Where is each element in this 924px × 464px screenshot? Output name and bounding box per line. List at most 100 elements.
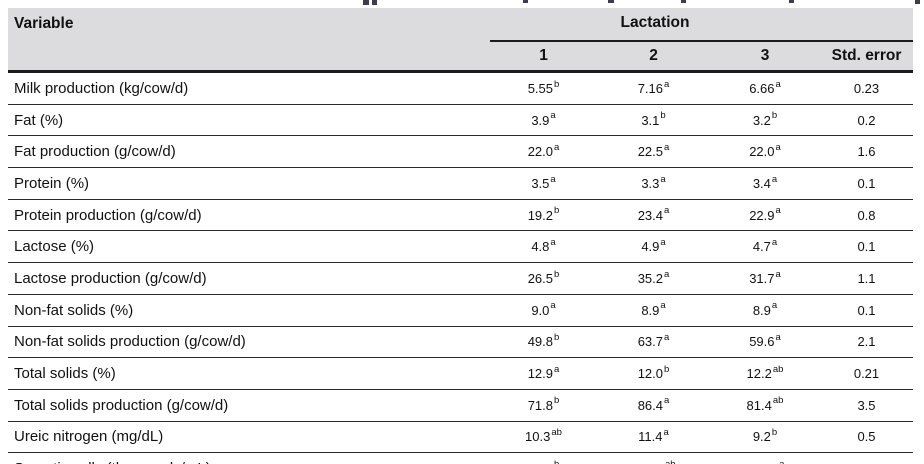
- significance-superscript: a: [664, 141, 670, 153]
- value-cell-lactation-1: 26.5b: [490, 262, 597, 295]
- significance-superscript: a: [660, 236, 666, 248]
- value-cell-lactation-1: 19.2b: [490, 199, 597, 232]
- header-group-row: Variable Lactation: [8, 8, 913, 73]
- table-row: Lactose (%) 4.8a 4.9a 4.7a 0.1: [8, 230, 913, 264]
- std-error-cell: 0.21: [820, 357, 913, 390]
- std-error-cell: 1.6: [820, 135, 913, 169]
- significance-superscript: a: [775, 78, 781, 90]
- header-spacer: [820, 8, 913, 42]
- significance-superscript: a: [554, 141, 560, 153]
- table-row: Protein (%) 3.5a 3.3a 3.4a 0.1: [8, 167, 913, 200]
- significance-superscript: b: [554, 395, 560, 407]
- significance-superscript: a: [663, 427, 669, 439]
- column-header-variable: Variable: [8, 8, 490, 73]
- value-cell-lactation-1: 22.0a: [490, 135, 597, 169]
- significance-superscript: a: [775, 268, 781, 280]
- table-row: Lactose production (g/cow/d) 26.5b 35.2a 31…: [8, 262, 913, 295]
- significance-superscript: a: [660, 300, 666, 312]
- value-cell-lactation-1: 49.8b: [490, 326, 597, 359]
- row-label: Total solids production (g/cow/d): [8, 389, 490, 422]
- table-header: Variable Lactation 1 2 3 Std. error: [8, 8, 913, 73]
- table-row: Somatic cells (thousands/mL)67.5b171.0ab…: [8, 452, 913, 464]
- value-cell-lactation-3: 8.9a: [710, 294, 820, 327]
- value-cell-lactation-3: 9.2b: [710, 421, 820, 454]
- significance-superscript: a: [664, 205, 670, 217]
- cropped-caption-artifact: [789, 0, 794, 3]
- table-row: Non-fat solids production (g/cow/d) 49.8b…: [8, 326, 913, 359]
- significance-superscript: b: [554, 268, 560, 280]
- significance-superscript: a: [550, 173, 556, 185]
- value-cell-lactation-2: 23.4a: [597, 199, 710, 232]
- row-label: Lactose production (g/cow/d): [8, 262, 490, 295]
- row-label: Non-fat solids (%): [8, 294, 490, 327]
- significance-superscript: ab: [772, 395, 784, 407]
- cropped-caption-artifact: [681, 0, 686, 3]
- value-cell-lactation-2: 7.16a: [597, 71, 710, 105]
- std-error-cell: 0.8: [820, 199, 913, 232]
- value-cell-lactation-2: 11.4a: [597, 421, 710, 454]
- value-cell-lactation-1: 4.8a: [490, 230, 597, 264]
- value-cell-lactation-3: 59.6a: [710, 326, 820, 359]
- row-label: Ureic nitrogen (mg/dL): [8, 421, 490, 454]
- row-label: Milk production (kg/cow/d): [8, 71, 490, 105]
- row-label: Protein (%): [8, 167, 490, 200]
- significance-superscript: a: [664, 268, 670, 280]
- std-error-cell: 1.1: [820, 262, 913, 295]
- cropped-caption-artifact: [915, 0, 920, 4]
- value-cell-lactation-1: 9.0a: [490, 294, 597, 327]
- value-cell-lactation-3: 445.0a: [710, 452, 820, 464]
- std-error-cell: 3.5: [820, 389, 913, 422]
- value-cell-lactation-3: 6.66a: [710, 71, 820, 105]
- std-error-cell: 0.1: [820, 167, 913, 200]
- std-error-cell: 2.1: [820, 326, 913, 359]
- table-body: Milk production (kg/cow/d) 5.55b 7.16a 6.66…: [8, 71, 913, 464]
- significance-superscript: b: [554, 205, 560, 217]
- value-cell-lactation-2: 12.0b: [597, 357, 710, 390]
- table-row: Milk production (kg/cow/d) 5.55b 7.16a 6.66…: [8, 71, 913, 105]
- significance-superscript: a: [779, 459, 784, 464]
- significance-superscript: a: [550, 110, 556, 122]
- cropped-caption-artifact: [363, 0, 369, 5]
- significance-superscript: a: [550, 236, 556, 248]
- value-cell-lactation-3: 4.7a: [710, 230, 820, 264]
- value-cell-lactation-2: 3.3a: [597, 167, 710, 200]
- value-cell-lactation-2: 171.0ab: [597, 452, 710, 464]
- column-group-header-lactation: Lactation: [490, 8, 820, 42]
- lactation-results-table: Variable Lactation 1 2 3 Std. error Milk…: [8, 8, 913, 464]
- row-label: Lactose (%): [8, 230, 490, 264]
- value-cell-lactation-3: 22.0a: [710, 135, 820, 169]
- value-cell-lactation-3: 22.9a: [710, 199, 820, 232]
- value-cell-lactation-1: 5.55b: [490, 71, 597, 105]
- column-header-lactation-1: 1: [490, 41, 597, 73]
- value-cell-lactation-2: 8.9a: [597, 294, 710, 327]
- std-error-cell: 98.8: [820, 452, 913, 464]
- value-cell-lactation-2: 35.2a: [597, 262, 710, 295]
- std-error-cell: 0.5: [820, 421, 913, 454]
- significance-superscript: b: [554, 78, 560, 90]
- table-row: Fat (%) 3.9a 3.1b 3.2b 0.2: [8, 104, 913, 137]
- significance-superscript: b: [664, 363, 670, 375]
- row-label: Somatic cells (thousands/mL): [8, 452, 490, 464]
- value-cell-lactation-2: 4.9a: [597, 230, 710, 264]
- row-label: Protein production (g/cow/d): [8, 199, 490, 232]
- lactation-results-table-wrap: Variable Lactation 1 2 3 Std. error Milk…: [8, 8, 913, 464]
- significance-superscript: a: [771, 236, 778, 248]
- row-label: Fat production (g/cow/d): [8, 135, 490, 169]
- significance-superscript: a: [771, 173, 778, 185]
- table-row: Total solids (%) 12.9a 12.0b 12.2ab 0.21: [8, 357, 913, 390]
- significance-superscript: a: [775, 141, 781, 153]
- significance-superscript: a: [775, 332, 781, 344]
- table-row: Protein production (g/cow/d) 19.2b 23.4a 22…: [8, 199, 913, 232]
- std-error-cell: 0.1: [820, 230, 913, 264]
- table-row: Fat production (g/cow/d) 22.0a 22.5a 22.0a 1…: [8, 135, 913, 169]
- significance-superscript: a: [550, 300, 556, 312]
- table-row: Total solids production (g/cow/d) 71.8b 86…: [8, 389, 913, 422]
- significance-superscript: a: [775, 205, 781, 217]
- value-cell-lactation-1: 10.3ab: [490, 421, 597, 454]
- std-error-cell: 0.23: [820, 71, 913, 105]
- significance-superscript: b: [771, 110, 778, 122]
- cropped-caption-artifact: [372, 0, 377, 5]
- row-label: Non-fat solids production (g/cow/d): [8, 326, 490, 359]
- header-sub-row: 1 2 3 Std. error: [8, 41, 913, 73]
- value-cell-lactation-3: 81.4ab: [710, 389, 820, 422]
